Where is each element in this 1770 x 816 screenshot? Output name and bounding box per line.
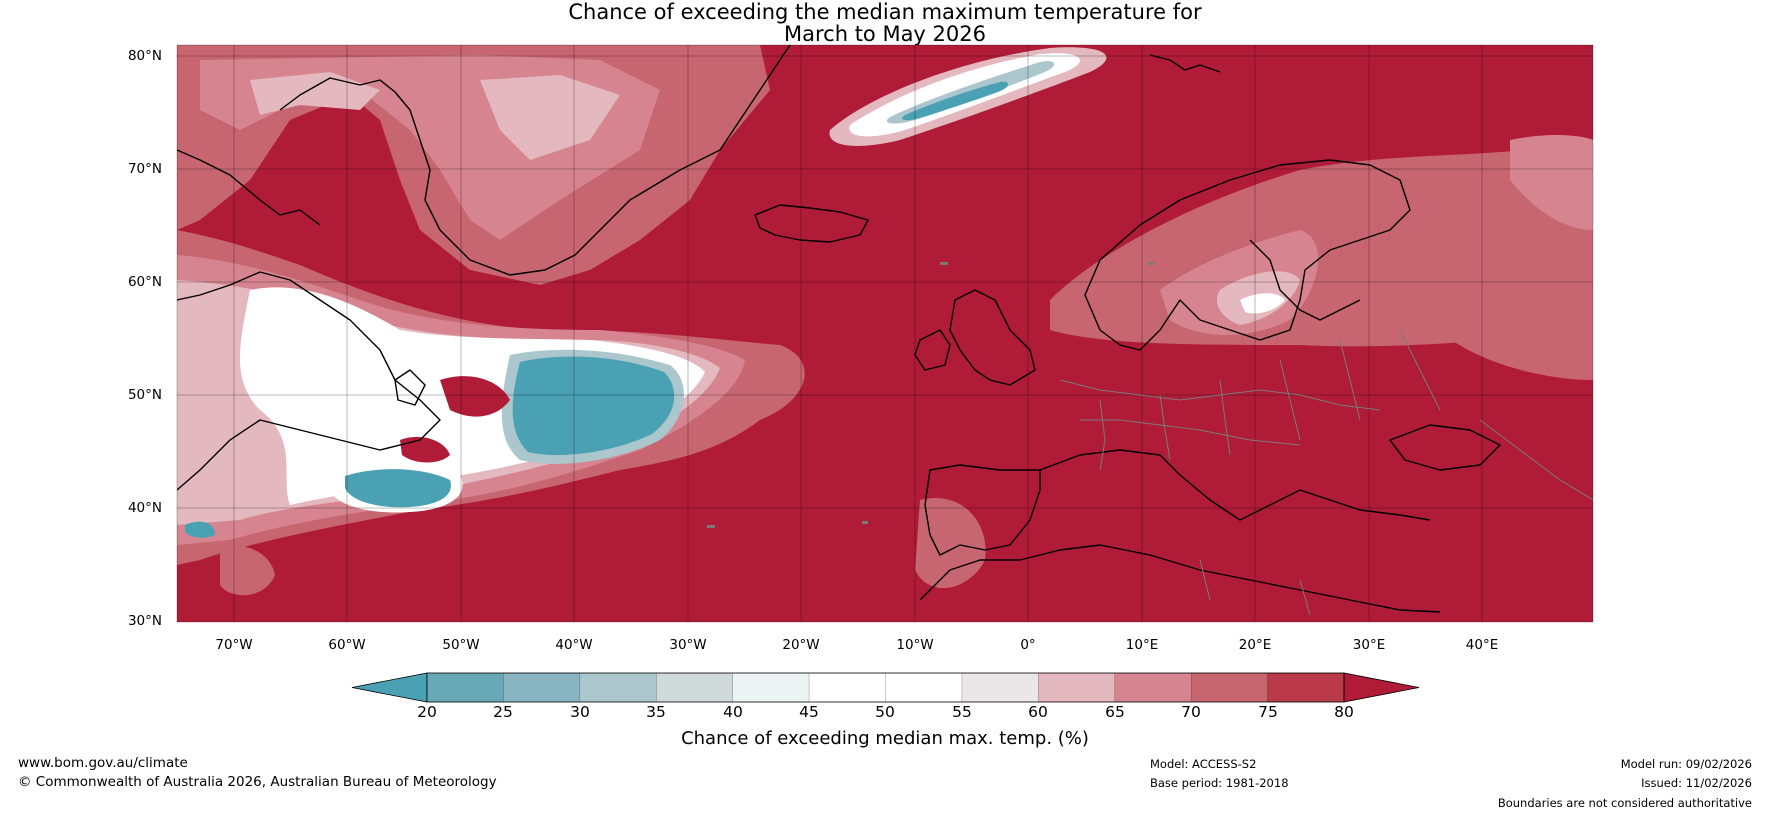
colorbar-segment-20-25: [427, 673, 504, 702]
colorbar-tick-30: 30: [570, 703, 590, 721]
coastline-svalbard: [1149, 54, 1221, 73]
colorbar-segment-35-40: [656, 673, 734, 702]
footer-website: www.bom.gov.au/climate: [18, 755, 188, 771]
coastline-greenland-west: [279, 77, 396, 111]
coastline-iceland: [754, 204, 869, 243]
lon-label-60w: 60°W: [328, 637, 366, 653]
colorbar-segment-60-65: [1038, 673, 1116, 702]
coastline-mediterranean: [1039, 449, 1431, 521]
lat-label-50n: 50°N: [127, 387, 162, 403]
coastlines: [177, 45, 1501, 613]
coastline-black-sea: [1389, 424, 1501, 471]
lon-label-50w: 50°W: [442, 637, 480, 653]
footer-issued: Issued: 11/02/2026: [1641, 776, 1752, 790]
colorbar-segment-25-30: [503, 673, 581, 702]
lon-label-0: 0°: [1020, 637, 1036, 653]
colorbar-tick-35: 35: [646, 703, 666, 721]
coastline-iberia: [924, 464, 1041, 556]
footer-disclaimer: Boundaries are not considered authoritat…: [1497, 796, 1752, 810]
colorbar-segment-55-60: [961, 673, 1039, 702]
lon-label-70w: 70°W: [215, 637, 253, 653]
lat-label-80n: 80°N: [127, 48, 162, 64]
lon-label-20w: 20°W: [782, 637, 820, 653]
lon-label-40w: 40°W: [555, 637, 593, 653]
lon-label-10w: 10°W: [896, 637, 934, 653]
lat-label-30n: 30°N: [127, 613, 162, 629]
coastline-greenland: [394, 45, 791, 276]
coastline-scandinavia: [1084, 159, 1411, 351]
colorbar-segment-75-80: [1267, 673, 1345, 702]
graticule: [177, 45, 1593, 622]
country-borders: [1059, 329, 1593, 616]
coastline-baltic: [1249, 239, 1361, 321]
coastline-ireland: [914, 329, 951, 371]
map-title-line-1: Chance of exceeding the median maximum t…: [568, 0, 1202, 24]
lon-label-30w: 30°W: [669, 637, 707, 653]
probability-field-subtropics: [220, 135, 1593, 596]
colorbar-tick-55: 55: [952, 703, 972, 721]
coastline-arctic-west: [177, 149, 321, 226]
colorbar-tick-25: 25: [493, 703, 513, 721]
lon-label-30e: 30°E: [1352, 637, 1386, 653]
colorbar-tick-70: 70: [1181, 703, 1201, 721]
colorbar-tick-60: 60: [1028, 703, 1048, 721]
lat-label-40n: 40°N: [127, 500, 162, 516]
colorbar-tick-50: 50: [875, 703, 895, 721]
probability-field-svalbard: [829, 47, 1107, 146]
footer-model: Model: ACCESS-S2: [1150, 757, 1257, 771]
colorbar-segment-65-70: [1114, 673, 1192, 702]
map-title-line-2: March to May 2026: [784, 22, 986, 46]
colorbar-tick-75: 75: [1258, 703, 1278, 721]
footer-copyright: © Commonwealth of Australia 2026, Austra…: [18, 774, 497, 790]
lat-label-70n: 70°N: [127, 161, 162, 177]
small-islands: [707, 262, 1154, 528]
coastline-british-isles: [949, 289, 1036, 386]
colorbar-outline: [426, 672, 1345, 703]
colorbar-tick-20: 20: [417, 703, 437, 721]
colorbar-tick-65: 65: [1105, 703, 1125, 721]
footer-base-period: Base period: 1981-2018: [1150, 776, 1289, 790]
colorbar-extension-low: [351, 672, 428, 703]
colorbar-segment-30-35: [579, 673, 657, 702]
lon-label-40e: 40°E: [1465, 637, 1499, 653]
coastline-north-africa: [919, 544, 1441, 613]
probability-field-greenland: [177, 45, 770, 285]
colorbar-extension-high: [1343, 672, 1420, 703]
colorbar-segment-45-50: [809, 673, 886, 702]
lat-label-60n: 60°N: [127, 274, 162, 290]
probability-field-northwest-atlantic: [177, 230, 805, 565]
lon-label-10e: 10°E: [1125, 637, 1159, 653]
lon-label-20e: 20°E: [1238, 637, 1272, 653]
colorbar-tick-40: 40: [723, 703, 743, 721]
colorbar-label: Chance of exceeding median max. temp. (%…: [681, 728, 1089, 749]
map-frame: [176, 44, 1594, 623]
coastline-newfoundland: [394, 369, 426, 406]
colorbar-tick-80: 80: [1334, 703, 1354, 721]
probability-field-scandinavia: [1050, 140, 1593, 347]
footer-model-run: Model run: 09/02/2026: [1620, 757, 1752, 771]
colorbar-tick-45: 45: [799, 703, 819, 721]
coastline-labrador: [177, 271, 441, 491]
colorbar-segment-70-75: [1191, 673, 1269, 702]
colorbar-segment-40-45: [732, 673, 810, 702]
colorbar-segment-50-55: [885, 673, 963, 702]
